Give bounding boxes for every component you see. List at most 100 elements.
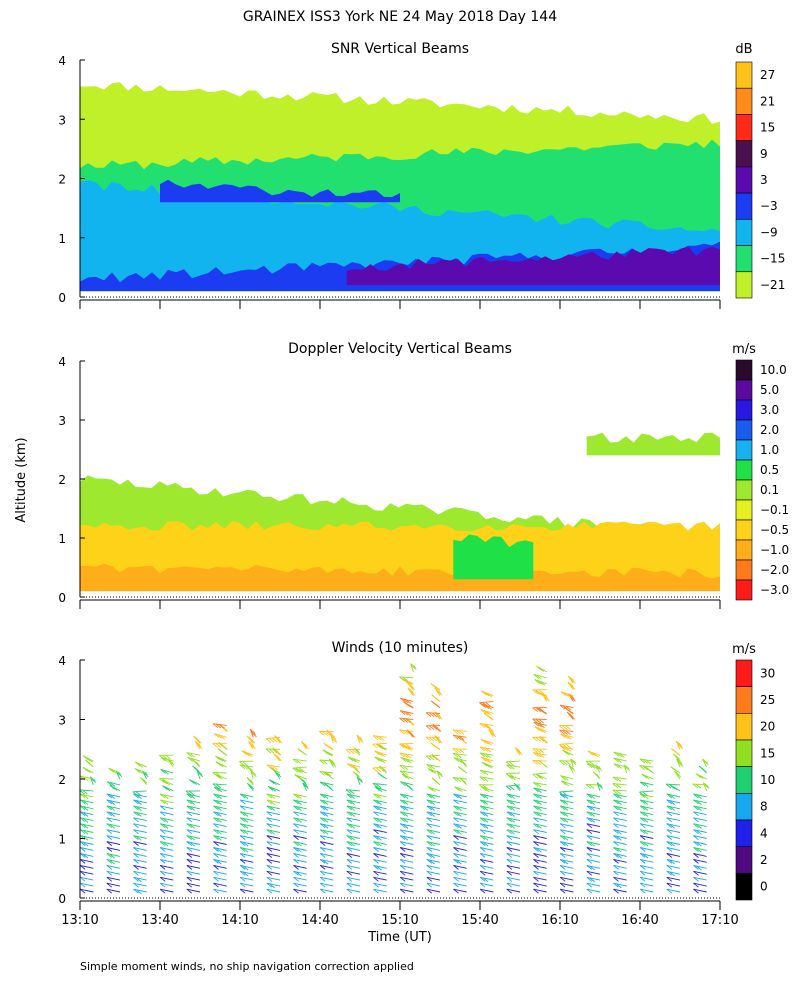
wind-barb [586,841,601,845]
wind-barb-flag [372,783,379,788]
wind-barb-flag [559,841,566,846]
wind-barb [186,752,201,756]
wind-barb-flag [589,818,595,823]
wind-barb-flag [293,876,299,882]
wind-barb-flag [293,841,299,846]
wind-barb [586,864,601,869]
wind-barb-flag [674,755,681,760]
wind-barb-flag [213,853,219,858]
wind-barb [640,870,654,875]
wind-barb [115,770,121,780]
wind-barb [666,864,681,869]
wind-barb [160,882,174,887]
wind-barb-flag [486,740,492,746]
wind-barb [586,799,601,804]
wind-barb-flag [559,882,566,888]
wind-barb-flag [666,841,673,846]
wind-barb-flag [268,779,275,785]
wind-barb [426,882,441,887]
wind-barb [346,789,361,792]
wind-barb-flag [82,829,89,835]
winds-colorbar-swatch [735,686,753,714]
wind-barb [266,864,281,869]
wind-barb [666,888,681,893]
wind-barb-flag [559,888,566,894]
wind-barb-flag [186,853,193,858]
wind-barb-flag [639,829,646,835]
wind-barb [373,882,387,887]
wind-barb-flag [674,770,680,776]
wind-barb-flag [319,835,326,840]
wind-barb-flag [400,757,407,762]
wind-barb-flag [533,782,539,787]
wind-barb-flag [538,707,545,713]
wind-barb-flag [186,823,193,829]
doppler-colorbar-swatch [735,359,753,381]
wind-barb-flag [426,841,433,846]
wind-barb-flag [562,730,568,735]
wind-barb [133,864,147,869]
wind-barb [639,765,654,768]
wind-barb-flag [480,756,487,762]
wind-barb-flag [436,714,443,720]
wind-barb-flag [402,835,409,841]
wind-barb-flag [186,752,192,757]
wind-barb-flag [319,799,326,805]
wind-barb-flag [536,812,542,817]
wind-barb-flag [409,732,415,738]
wind-barb [106,864,121,869]
wind-barb-flag [533,805,539,811]
wind-barb-flag [538,667,545,672]
wind-barb-flag [408,731,414,736]
wind-barb [533,835,547,839]
wind-barb [196,770,201,780]
wind-barb [266,847,281,851]
wind-barb-flag [162,754,168,760]
wind-barb-flag [535,736,541,742]
wind-barb-flag [562,746,569,752]
wind-barb-flag [266,841,273,846]
wind-barb [320,793,334,798]
wind-barb-flag [401,773,408,779]
wind-barb [133,799,147,804]
wind-barb-flag [349,764,356,769]
wind-barb-flag [565,743,571,749]
wind-barb-flag [239,835,246,840]
wind-barb-flag [319,731,325,736]
wind-barb-flag [239,859,246,864]
wind-barb-flag [109,806,115,811]
wind-barb-flag [532,707,538,713]
wind-barb [560,829,574,833]
wind-barb-flag [193,767,200,772]
wind-barb-flag [567,681,574,687]
wind-barb [480,769,494,774]
wind-barb-flag [672,767,679,773]
wind-barb [533,793,547,798]
wind-barb [186,864,201,869]
wind-barb [320,876,334,881]
wind-barb-flag [539,723,545,728]
wind-barb [480,847,494,851]
wind-barb-flag [677,762,684,767]
wind-barb-flag [506,853,513,858]
wind-barb [453,799,467,804]
wind-barb-flag [399,811,406,817]
wind-barb [80,870,94,875]
wind-barb-flag [539,728,546,734]
wind-barb [480,805,494,810]
winds-colorbar-label: 4 [760,826,768,840]
wind-barb [373,835,387,839]
wind-barb-flag [702,758,708,764]
wind-barb-flag [613,793,619,799]
wind-barb [213,835,227,839]
wind-barb-flag [159,847,166,852]
wind-barb-flag [134,768,141,773]
wind-barb-flag [349,835,355,841]
snr-title: SNR Vertical Beams [331,41,469,57]
wind-barb [214,773,227,780]
wind-barb [133,876,147,881]
wind-barb-flag [668,783,675,789]
wind-barb-flag [642,818,649,823]
wind-barb-flag [506,835,513,840]
